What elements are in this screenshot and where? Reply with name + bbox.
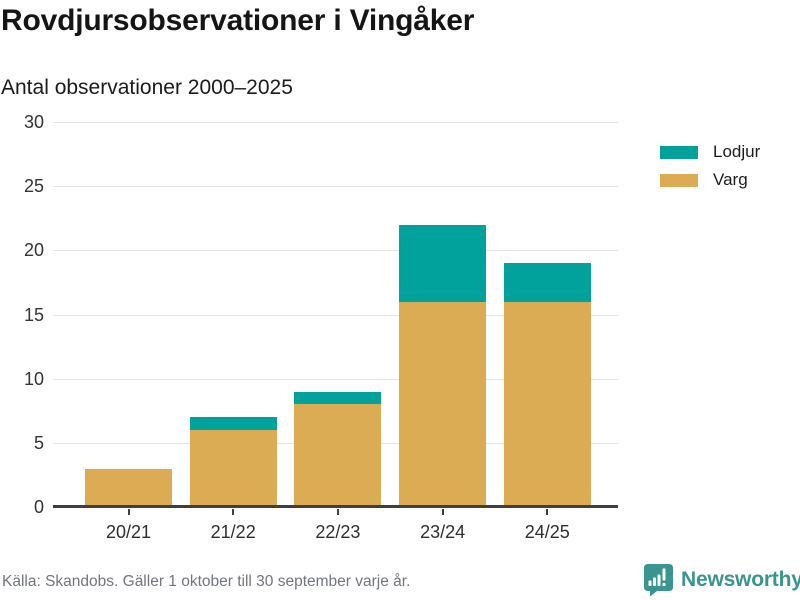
legend-item-varg: Varg bbox=[660, 166, 760, 194]
x-tick-label: 22/23 bbox=[315, 522, 361, 542]
x-axis-labels: 20/21 21/22 22/23 23/24 24/25 bbox=[53, 508, 618, 553]
legend-swatch-varg-icon bbox=[660, 173, 698, 187]
y-tick-label: 25 bbox=[23, 176, 44, 197]
legend-label-lodjur: Lodjur bbox=[713, 142, 761, 161]
legend-item-lodjur: Lodjur bbox=[660, 138, 760, 166]
y-tick-label: 30 bbox=[23, 112, 44, 132]
brand-wordmark: Newsworthy bbox=[681, 568, 800, 591]
bar-varg-21-22 bbox=[189, 430, 277, 507]
x-tick-label: 23/24 bbox=[420, 522, 466, 542]
y-tick-label: 20 bbox=[23, 240, 44, 261]
legend-swatch-lodjur-icon bbox=[660, 145, 698, 159]
bar-lodjur-22-23 bbox=[294, 391, 382, 405]
chart-subtitle: Antal observationer 2000–2025 bbox=[1, 76, 293, 99]
chart-title: Rovdjursobservationer i Vingåker bbox=[1, 4, 475, 37]
gridline-10 bbox=[53, 378, 618, 380]
bar-varg-23-24 bbox=[399, 301, 487, 507]
legend: Lodjur Varg bbox=[660, 138, 760, 194]
y-tick-label: 0 bbox=[33, 497, 44, 517]
bar-varg-22-23 bbox=[294, 404, 382, 507]
x-axis-tick bbox=[441, 509, 444, 515]
y-tick-label: 15 bbox=[23, 304, 44, 325]
x-axis-tick bbox=[336, 509, 339, 515]
bar-lodjur-21-22 bbox=[189, 417, 277, 430]
gridline-30 bbox=[53, 122, 618, 123]
gridline-20 bbox=[53, 250, 618, 252]
gridline-15 bbox=[53, 314, 618, 316]
newsworthy-logo[interactable]: Newsworthy bbox=[643, 563, 800, 597]
x-axis-tick bbox=[232, 509, 235, 515]
x-tick-label: 21/22 bbox=[210, 522, 256, 542]
bar-lodjur-24-25 bbox=[503, 263, 591, 302]
legend-label-varg: Varg bbox=[713, 170, 748, 189]
x-tick-label: 24/25 bbox=[524, 522, 570, 542]
x-tick-label: 20/21 bbox=[105, 522, 152, 542]
y-axis: 0 5 10 15 20 25 30 bbox=[0, 112, 44, 517]
x-axis-tick bbox=[546, 509, 549, 515]
newsworthy-speech-bubble-icon bbox=[644, 564, 673, 597]
gridline-25 bbox=[53, 186, 618, 188]
y-tick-label: 5 bbox=[33, 432, 44, 453]
source-note: Källa: Skandobs. Gäller 1 oktober till 3… bbox=[2, 573, 411, 590]
bar-varg-20-21 bbox=[85, 468, 172, 507]
x-axis-tick bbox=[127, 509, 130, 515]
bar-lodjur-23-24 bbox=[399, 224, 487, 302]
plot-area bbox=[53, 122, 618, 508]
x-axis-line bbox=[53, 505, 618, 508]
bar-varg-24-25 bbox=[503, 301, 591, 507]
y-tick-label: 10 bbox=[23, 368, 44, 389]
